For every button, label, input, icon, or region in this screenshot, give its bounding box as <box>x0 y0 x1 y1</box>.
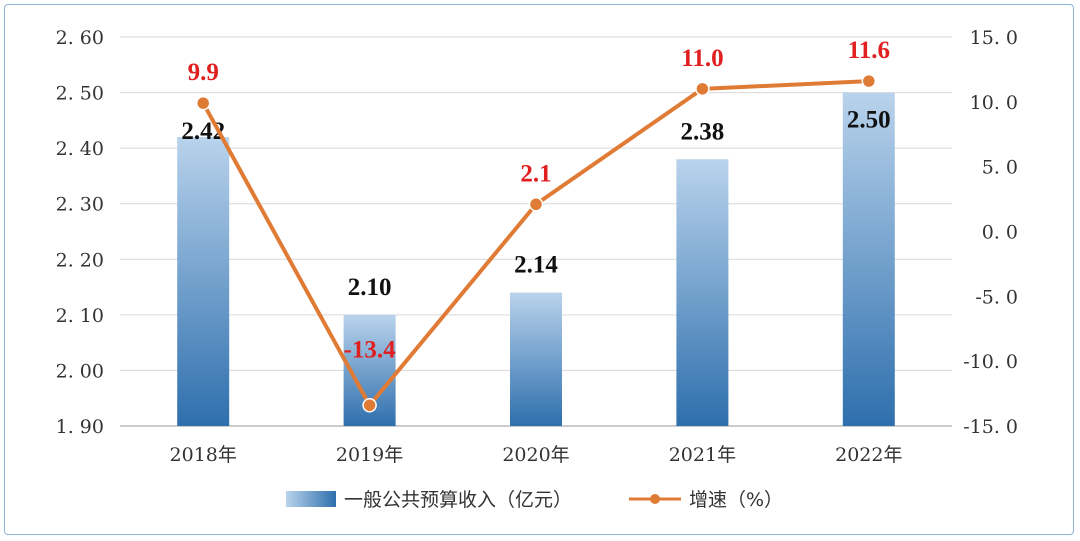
category-label: 2018年 <box>170 444 237 466</box>
bar <box>177 137 230 426</box>
legend: 一般公共预算收入（亿元） 增速（%） <box>286 489 783 511</box>
legend-line-marker <box>650 494 660 504</box>
bar-value-label: 2.14 <box>514 252 558 279</box>
category-label: 2019年 <box>336 444 403 466</box>
right-tick-label: -5. 0 <box>975 286 1018 308</box>
bar <box>842 92 895 427</box>
growth-value-label: 11.6 <box>848 37 890 64</box>
right-tick-label: 5. 0 <box>982 157 1018 179</box>
bar <box>510 292 562 426</box>
bar-value-label: 2.10 <box>348 274 392 301</box>
right-axis-ticks: -15. 0 -10. 0 -5. 0 0. 0 5. 0 10. 0 15. 0 <box>963 27 1018 438</box>
category-label: 2020年 <box>502 444 569 466</box>
left-tick-label: 2. 20 <box>56 249 104 271</box>
bar-value-label: 2.38 <box>681 118 725 145</box>
right-tick-label: 15. 0 <box>970 27 1018 49</box>
left-tick-label: 2. 60 <box>56 27 104 49</box>
category-label: 2022年 <box>835 444 902 466</box>
bar <box>676 159 729 426</box>
legend-bar-label: 一般公共预算收入（亿元） <box>344 489 572 511</box>
bar-series: 2.422.102.142.38 2.50 <box>177 92 895 427</box>
left-tick-label: 2. 30 <box>56 194 104 216</box>
left-tick-label: 1. 90 <box>56 416 104 438</box>
growth-value-label: 2.1 <box>520 160 551 187</box>
category-labels: 2018年 2019年 2020年 2021年 2022年 <box>170 444 903 466</box>
growth-point <box>195 95 211 111</box>
growth-point <box>861 73 877 89</box>
line-series: 9.9 -13.4 2.1 11.0 11.6 <box>188 37 890 413</box>
right-tick-label: 0. 0 <box>982 222 1018 244</box>
left-tick-label: 2. 50 <box>56 83 104 105</box>
left-axis-ticks: 1. 90 2. 00 2. 10 2. 20 2. 30 2. 40 2. 50 2. 60 <box>56 27 104 438</box>
growth-point <box>528 197 544 212</box>
left-tick-label: 2. 40 <box>56 138 104 160</box>
legend-line-label: 增速（%） <box>689 489 783 511</box>
right-tick-label: 10. 0 <box>970 92 1018 114</box>
right-tick-label: -10. 0 <box>963 351 1018 373</box>
growth-value-label: -13.4 <box>344 336 397 363</box>
left-tick-label: 2. 10 <box>56 305 104 327</box>
legend-bar-swatch <box>286 491 336 507</box>
growth-point <box>695 81 710 97</box>
bar-value-label: 2.50 <box>847 107 891 134</box>
growth-point <box>362 398 377 413</box>
growth-value-label: 9.9 <box>188 59 219 86</box>
left-tick-label: 2. 00 <box>56 360 104 382</box>
growth-value-label: 11.0 <box>681 45 723 72</box>
right-tick-label: -15. 0 <box>963 416 1018 438</box>
category-label: 2021年 <box>669 444 736 466</box>
